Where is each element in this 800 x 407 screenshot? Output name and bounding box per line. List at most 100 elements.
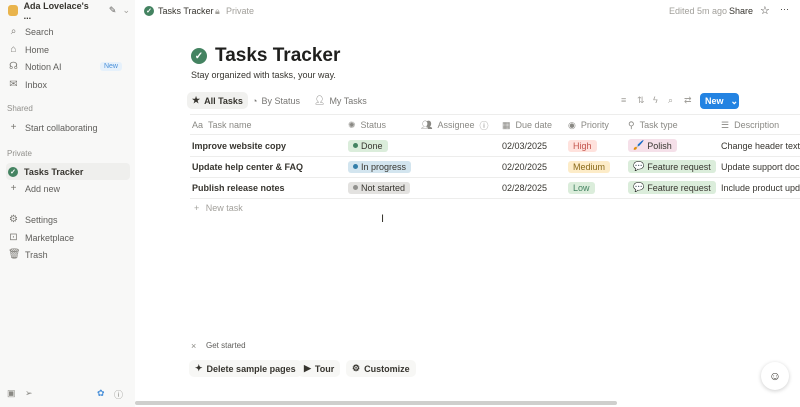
status-badge: Done <box>348 139 388 152</box>
sparkle-icon: ✦ <box>195 363 203 373</box>
customize-button[interactable]: ⚙ Customize <box>346 360 416 377</box>
tour-button[interactable]: ▶ Tour <box>298 360 341 377</box>
new-button[interactable]: New ⌄ <box>700 93 739 109</box>
column-status[interactable]: ✺ Status <box>348 119 387 131</box>
sidebar-item-search[interactable]: ⌕ Search <box>6 23 130 40</box>
sidebar-item-home[interactable]: ⌂ Home <box>6 41 130 58</box>
text-icon: Aa <box>192 120 204 130</box>
notion-ai-face-icon: ☺ <box>768 369 782 383</box>
status-badge: Not started <box>348 181 411 194</box>
notion-ai-assistant-button[interactable]: ☺ <box>761 362 789 390</box>
column-task-type[interactable]: ⚲ Task type <box>628 119 678 131</box>
status-cell[interactable]: In progress <box>348 156 412 177</box>
task-type-cell[interactable]: 💬 Feature request <box>628 156 716 177</box>
task-type-badge: 💬 Feature request <box>628 181 716 194</box>
search-icon: ⌕ <box>10 26 17 37</box>
new-task-button[interactable]: + New task <box>194 203 243 213</box>
task-type-icon: ⚲ <box>628 119 635 130</box>
priority-cell[interactable]: High <box>568 135 597 156</box>
plus-icon: + <box>194 203 202 213</box>
calendar-icon[interactable]: ▣ <box>7 388 16 398</box>
edited-time: Edited 5m ago <box>669 6 728 16</box>
column-due-date[interactable]: ▦ Due date <box>502 119 553 131</box>
text-cursor-icon: I <box>381 213 385 225</box>
task-type-cell[interactable]: 💬 Feature request <box>628 177 716 198</box>
shared-section-label: Shared <box>7 104 33 113</box>
column-priority[interactable]: ◉ Priority <box>568 119 609 131</box>
chevron-down-icon[interactable]: ⌄ <box>122 5 130 15</box>
column-task-name[interactable]: Aa Task name <box>192 120 252 130</box>
star-icon[interactable]: ☆ <box>760 5 770 17</box>
horizontal-scrollbar[interactable] <box>135 401 617 405</box>
new-page-icon[interactable]: ✎ <box>108 5 117 15</box>
start-collaborating[interactable]: + Start collaborating <box>6 119 130 136</box>
lock-icon: 🔒︎ <box>215 6 220 16</box>
trash-icon: 🗑 <box>8 249 21 260</box>
check-circle-icon: ✓ <box>8 166 18 177</box>
gear-icon: ⚙ <box>352 363 361 373</box>
sort-icon[interactable]: ⇅ <box>637 95 645 105</box>
plus-icon: + <box>10 122 17 133</box>
task-name-cell[interactable]: Improve website copy <box>192 140 287 151</box>
priority-cell[interactable]: Medium <box>568 156 611 177</box>
calendar-icon: ▦ <box>502 119 511 130</box>
page-title[interactable]: Tasks Tracker <box>215 45 341 66</box>
column-description[interactable]: ☰ Description <box>721 119 780 131</box>
due-date-cell[interactable]: 02/28/2025 <box>502 182 548 193</box>
task-type-cell[interactable]: 🖌️ Polish <box>628 135 677 156</box>
description-cell[interactable]: Include product upd <box>721 182 800 193</box>
sidebar-item-inbox[interactable]: ✉ Inbox <box>9 79 48 90</box>
page-icon[interactable]: ✓ <box>191 48 207 64</box>
task-name-cell[interactable]: Update help center & FAQ <box>192 161 304 172</box>
tab-my-tasks[interactable]: 👤︎ My Tasks <box>314 95 367 106</box>
new-badge: New <box>99 62 122 71</box>
sidebar-item-notion-ai[interactable]: ☊ Notion AI New <box>6 58 130 75</box>
share-button[interactable]: Share <box>729 6 754 16</box>
workspace-avatar-icon <box>8 5 18 16</box>
add-new[interactable]: + Add new <box>6 180 130 197</box>
send-icon[interactable]: ➢ <box>25 388 33 398</box>
status-dot-icon <box>353 164 358 169</box>
get-started-label: Get started <box>206 341 246 350</box>
task-type-badge: 💬 Feature request <box>628 160 716 173</box>
sidebar-item-trash[interactable]: 🗑 Trash <box>8 249 48 260</box>
description-cell[interactable]: Change header text <box>721 140 800 151</box>
priority-badge: Medium <box>568 160 611 173</box>
page-subtitle[interactable]: Stay organized with tasks, your way. <box>191 70 336 80</box>
task-name-cell[interactable]: Publish release notes <box>192 182 285 193</box>
person-icon: 👤︎ <box>314 95 326 105</box>
privacy-dropdown[interactable]: Private <box>226 6 255 16</box>
invite-icon[interactable]: ✿ <box>97 388 105 398</box>
status-icon: ◔ <box>252 95 258 106</box>
delete-sample-pages-button[interactable]: ✦ Delete sample pages <box>189 360 302 377</box>
column-assignee[interactable]: 👥︎ Assignee ⓘ <box>421 119 489 131</box>
settings-sliders-icon[interactable]: ⇄ <box>684 95 692 105</box>
sidebar-item-marketplace[interactable]: ⊡ Marketplace <box>9 232 75 243</box>
search-icon[interactable]: ⌕ <box>668 95 674 105</box>
sidebar-item-tasks-tracker[interactable]: ✓ Tasks Tracker <box>6 163 130 180</box>
due-date-cell[interactable]: 02/03/2025 <box>502 140 548 151</box>
workspace-switcher[interactable]: Ada Lovelace's ... ✎ ⌄ <box>6 1 130 21</box>
priority-cell[interactable]: Low <box>568 177 595 198</box>
chevron-down-icon[interactable]: ⌄ <box>730 95 739 106</box>
description-cell[interactable]: Update support doc <box>721 161 800 172</box>
status-dot-icon <box>353 185 358 190</box>
automation-icon[interactable]: ϟ <box>653 95 658 105</box>
filter-icon[interactable]: ≡ <box>621 95 627 105</box>
help-icon[interactable]: ⓘ <box>114 390 124 400</box>
more-icon[interactable]: ··· <box>780 4 789 14</box>
info-icon: ⓘ <box>479 120 489 131</box>
breadcrumb-page[interactable]: Tasks Tracker <box>158 6 214 16</box>
people-icon: 👥︎ <box>421 119 433 130</box>
task-type-icon: 💬 <box>633 161 645 171</box>
close-icon[interactable]: × <box>191 341 197 351</box>
priority-badge: High <box>568 139 597 152</box>
sidebar-item-settings[interactable]: ⚙ Settings <box>9 214 58 225</box>
priority-icon: ◉ <box>568 119 576 130</box>
due-date-cell[interactable]: 02/20/2025 <box>502 161 548 172</box>
tab-by-status[interactable]: ◔ By Status <box>252 95 300 106</box>
home-icon: ⌂ <box>10 44 17 55</box>
status-cell[interactable]: Not started <box>348 177 411 198</box>
tab-all-tasks[interactable]: ★ All Tasks <box>187 92 248 109</box>
status-cell[interactable]: Done <box>348 135 388 156</box>
